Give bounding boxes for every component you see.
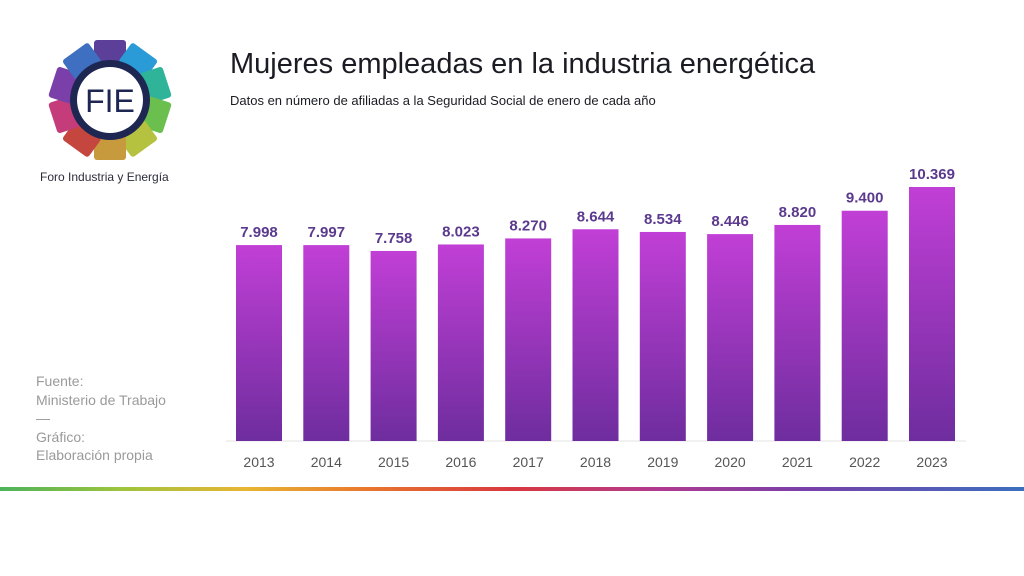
graphic-value: Elaboración propia	[36, 447, 153, 463]
logo-segment	[62, 120, 101, 157]
chart-subtitle: Datos en número de afiliadas a la Seguri…	[230, 93, 656, 108]
bar-2014	[303, 245, 350, 441]
x-tick-2014: 2014	[311, 454, 342, 470]
data-label-2019: 8.534	[644, 211, 682, 228]
data-label-2022: 9.400	[846, 190, 884, 207]
source-label: Fuente:	[36, 373, 84, 389]
x-tick-2017: 2017	[513, 454, 544, 470]
bar-chart: 7.998 2013 7.997 2014 7.758 2015 8.023 2016 8.27…	[226, 166, 966, 470]
source-separator: —	[36, 410, 50, 426]
logo-segment	[62, 43, 101, 80]
logo-caption: Foro Industria y Energía	[40, 170, 169, 184]
bar-2023	[909, 187, 955, 441]
bar-2013	[236, 245, 282, 441]
x-tick-2018: 2018	[580, 454, 611, 470]
logo-segment	[94, 40, 126, 64]
bar-2020	[707, 234, 754, 441]
logo-segment	[94, 136, 126, 160]
data-label-2020: 8.446	[711, 213, 749, 230]
bar-2021	[774, 224, 821, 441]
bar-2022	[841, 210, 888, 441]
data-label-2014: 7.997	[308, 224, 346, 241]
data-label-2023: 10.369	[909, 166, 955, 183]
x-tick-2013: 2013	[243, 454, 274, 470]
bar-2017	[505, 238, 552, 441]
graphic-label: Gráfico:	[36, 428, 86, 445]
x-tick-2016: 2016	[445, 454, 476, 470]
bar-2019	[639, 231, 686, 441]
data-label-2013: 7.998	[240, 224, 278, 241]
logo-segment	[119, 120, 158, 157]
source-value: Ministerio de Trabajo	[36, 391, 166, 408]
data-label-2016: 8.023	[442, 223, 480, 240]
x-tick-2015: 2015	[378, 454, 409, 470]
source-note: Fuente: Ministerio de Trabajo — Gráfico:…	[36, 372, 166, 465]
x-tick-2022: 2022	[849, 454, 880, 470]
logo-text: FIE	[85, 83, 135, 119]
bar-2018	[572, 229, 619, 441]
fie-logo: FIE Foro Industria y Energía	[40, 38, 180, 184]
x-tick-2021: 2021	[782, 454, 813, 470]
data-label-2021: 8.820	[779, 204, 817, 221]
data-label-2015: 7.758	[375, 230, 413, 247]
x-tick-2023: 2023	[916, 454, 947, 470]
x-tick-2019: 2019	[647, 454, 678, 470]
data-label-2018: 8.644	[577, 208, 615, 225]
logo-segment	[119, 43, 158, 80]
data-label-2017: 8.270	[509, 217, 547, 234]
chart-title: Mujeres empleadas en la industria energé…	[230, 48, 816, 80]
bar-2015	[370, 250, 417, 441]
footer-gradient-line	[0, 487, 1024, 491]
bar-2016	[437, 244, 484, 441]
x-tick-2020: 2020	[715, 454, 746, 470]
gear-logo-icon: FIE	[48, 40, 172, 160]
